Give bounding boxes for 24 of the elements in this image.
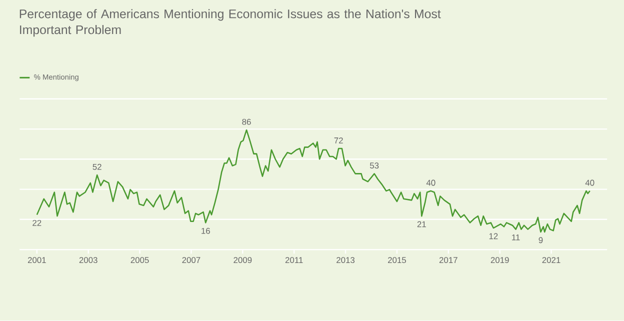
data-label: 22 bbox=[32, 220, 42, 226]
data-label: 53 bbox=[370, 162, 379, 169]
data-label: 16 bbox=[202, 228, 210, 234]
data-label: 12 bbox=[489, 233, 498, 240]
x-tick-label: 2011 bbox=[285, 257, 303, 264]
x-tick-label: 2003 bbox=[79, 257, 98, 264]
data-label: 11 bbox=[512, 234, 520, 241]
data-label: 86 bbox=[242, 119, 251, 126]
x-tick-label: 2015 bbox=[388, 257, 406, 264]
x-tick-label: 2007 bbox=[182, 257, 200, 264]
data-label: 52 bbox=[92, 164, 102, 170]
x-tick-label: 2009 bbox=[234, 257, 252, 264]
data-label: 40 bbox=[426, 180, 436, 186]
x-tick-label: 2013 bbox=[336, 257, 355, 264]
x-tick-label: 2005 bbox=[130, 257, 149, 264]
data-label: 72 bbox=[334, 138, 343, 144]
x-tick-label: 2017 bbox=[439, 257, 458, 264]
data-label: 40 bbox=[585, 180, 594, 186]
x-tick-label: 2001 bbox=[28, 257, 46, 264]
data-label: 21 bbox=[417, 221, 426, 228]
chart-title: Percentage of Americans Mentioning Economic Issues as the Nation's Most Important Problem bbox=[20, 9, 441, 37]
data-label: 9 bbox=[538, 237, 543, 244]
x-tick-label: 2019 bbox=[490, 257, 509, 264]
x-tick-label: 2021 bbox=[542, 257, 560, 264]
